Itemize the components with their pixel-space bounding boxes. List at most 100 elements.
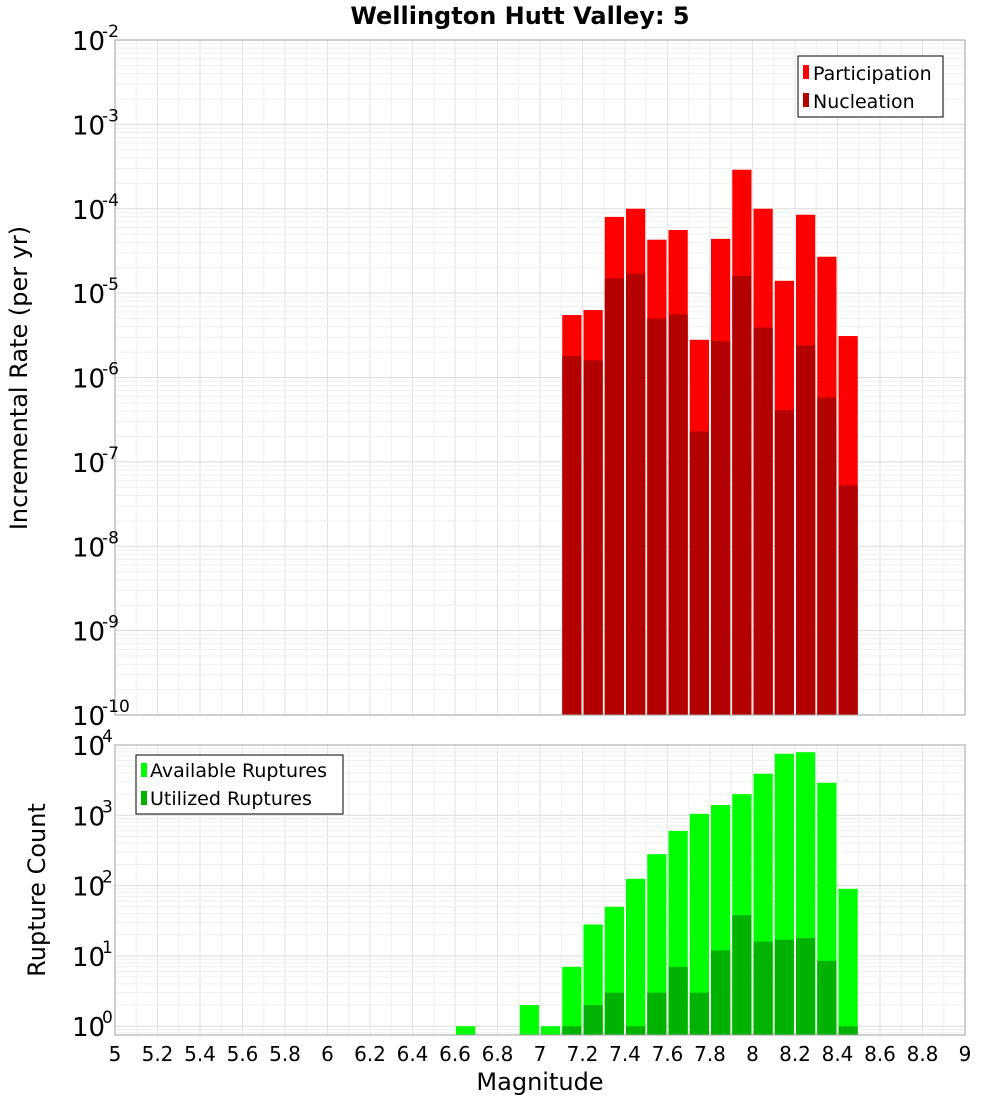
top-plot-bars [562, 169, 858, 716]
bar-available-ruptures [838, 888, 858, 1035]
bar-available-ruptures [541, 1026, 561, 1035]
x-tick-label: 7.4 [609, 1042, 641, 1066]
legend-swatch-participation [803, 65, 809, 79]
top-y-tick-exponent: -8 [102, 528, 119, 548]
x-tick-label: 6.8 [482, 1042, 514, 1066]
x-tick-label: 8 [746, 1042, 759, 1066]
bar-nucleation [604, 278, 624, 715]
bar-nucleation [583, 360, 603, 715]
x-tick-label: 8.8 [907, 1042, 939, 1066]
bar-nucleation [838, 485, 858, 715]
bottom-legend: Available Ruptures Utilized Ruptures [135, 754, 344, 815]
top-y-tick-exponent: -7 [102, 444, 119, 464]
x-tick-label: 5 [109, 1042, 122, 1066]
top-plot-frame [114, 39, 966, 716]
top-legend: Participation Nucleation [797, 55, 944, 118]
x-tick-label: 8.4 [822, 1042, 854, 1066]
bottom-y-tick: 10 [72, 802, 105, 832]
x-tick-label: 5.6 [227, 1042, 259, 1066]
bar-utilized-ruptures [817, 960, 837, 1035]
bottom-y-tick-exponent: 0 [102, 1008, 113, 1028]
x-tick-label: 6.6 [439, 1042, 471, 1066]
bar-utilized-ruptures [604, 992, 624, 1035]
bar-utilized-ruptures [774, 939, 794, 1035]
x-tick-label: 6 [321, 1042, 334, 1066]
bottom-y-tick: 10 [72, 873, 105, 903]
top-y-tick: 10 [72, 533, 105, 563]
bar-utilized-ruptures [626, 1026, 646, 1035]
x-tick-label: 8.2 [779, 1042, 811, 1066]
bar-nucleation [817, 397, 837, 715]
top-y-tick: 10 [72, 365, 105, 395]
top-y-tick: 10 [72, 449, 105, 479]
bar-available-ruptures [647, 854, 667, 1035]
bottom-y-tick-exponent: 4 [102, 727, 113, 747]
bar-nucleation [774, 410, 794, 715]
bottom-y-axis-label: Rupture Count [23, 803, 51, 977]
legend-swatch-nucleation [803, 93, 809, 107]
bottom-y-tick: 10 [72, 943, 105, 973]
x-axis-label: Magnitude [476, 1068, 603, 1096]
bar-utilized-ruptures [562, 1026, 582, 1035]
top-y-tick-exponent: -6 [102, 360, 119, 380]
bar-utilized-ruptures [753, 941, 773, 1035]
bar-nucleation [753, 327, 773, 715]
bar-nucleation [626, 273, 646, 715]
bottom-y-tick: 10 [72, 1013, 105, 1043]
bar-utilized-ruptures [732, 915, 752, 1035]
bottom-y-tick: 10 [72, 732, 105, 762]
x-tick-label: 5.4 [184, 1042, 216, 1066]
legend-label-available: Available Ruptures [150, 760, 327, 782]
bar-available-ruptures [626, 878, 646, 1035]
bar-nucleation [796, 345, 816, 715]
bar-available-ruptures [519, 1005, 539, 1035]
bar-available-ruptures [562, 966, 582, 1035]
legend-label-nucleation: Nucleation [813, 91, 915, 113]
top-y-tick: 10 [72, 280, 105, 310]
bar-utilized-ruptures [689, 992, 709, 1035]
bottom-y-tick-exponent: 1 [102, 938, 113, 958]
legend-swatch-available [141, 763, 147, 777]
top-y-tick: 10 [72, 111, 105, 141]
bar-nucleation [562, 355, 582, 715]
top-y-tick-exponent: -10 [102, 697, 130, 717]
bottom-y-tick-exponent: 3 [102, 797, 113, 817]
bar-nucleation [668, 314, 688, 715]
top-y-tick: 10 [72, 702, 105, 732]
top-y-tick: 10 [72, 618, 105, 648]
x-tick-label: 7.6 [652, 1042, 684, 1066]
bar-nucleation [647, 318, 667, 715]
x-tick-label: 7.2 [567, 1042, 599, 1066]
top-y-tick: 10 [72, 27, 105, 57]
x-tick-label: 5.2 [142, 1042, 174, 1066]
bar-utilized-ruptures [583, 1005, 603, 1035]
x-tick-label: 5.8 [269, 1042, 301, 1066]
x-tick-label: 9 [959, 1042, 972, 1066]
bar-nucleation [711, 341, 731, 715]
legend-label-utilized: Utilized Ruptures [150, 788, 312, 810]
bar-utilized-ruptures [668, 966, 688, 1035]
x-tick-label: 8.6 [864, 1042, 896, 1066]
x-tick-label: 7.8 [694, 1042, 726, 1066]
top-y-tick-exponent: -5 [102, 275, 119, 295]
legend-label-participation: Participation [813, 63, 932, 85]
top-y-tick-exponent: -4 [102, 191, 119, 211]
bar-utilized-ruptures [711, 950, 731, 1035]
x-tick-labels: 5 5.2 5.4 5.6 5.8 6 6.2 6.4 6.6 6.8 7 7.2 7.4 7.6 7.8 8… [109, 1042, 972, 1066]
bottom-legend-box [135, 754, 344, 815]
top-y-tick-exponent: -3 [102, 106, 119, 126]
bottom-plot-bars [456, 752, 858, 1035]
x-tick-label: 7 [534, 1042, 547, 1066]
bar-available-ruptures [456, 1026, 476, 1035]
top-legend-box [797, 55, 944, 118]
bar-nucleation [689, 431, 709, 715]
top-y-tick-exponent: -9 [102, 613, 119, 633]
top-y-axis-label: Incremental Rate (per yr) [5, 226, 33, 530]
bar-nucleation [732, 275, 752, 715]
top-plot-grid [114, 39, 966, 716]
bar-utilized-ruptures [647, 992, 667, 1035]
x-tick-label: 6.2 [354, 1042, 386, 1066]
